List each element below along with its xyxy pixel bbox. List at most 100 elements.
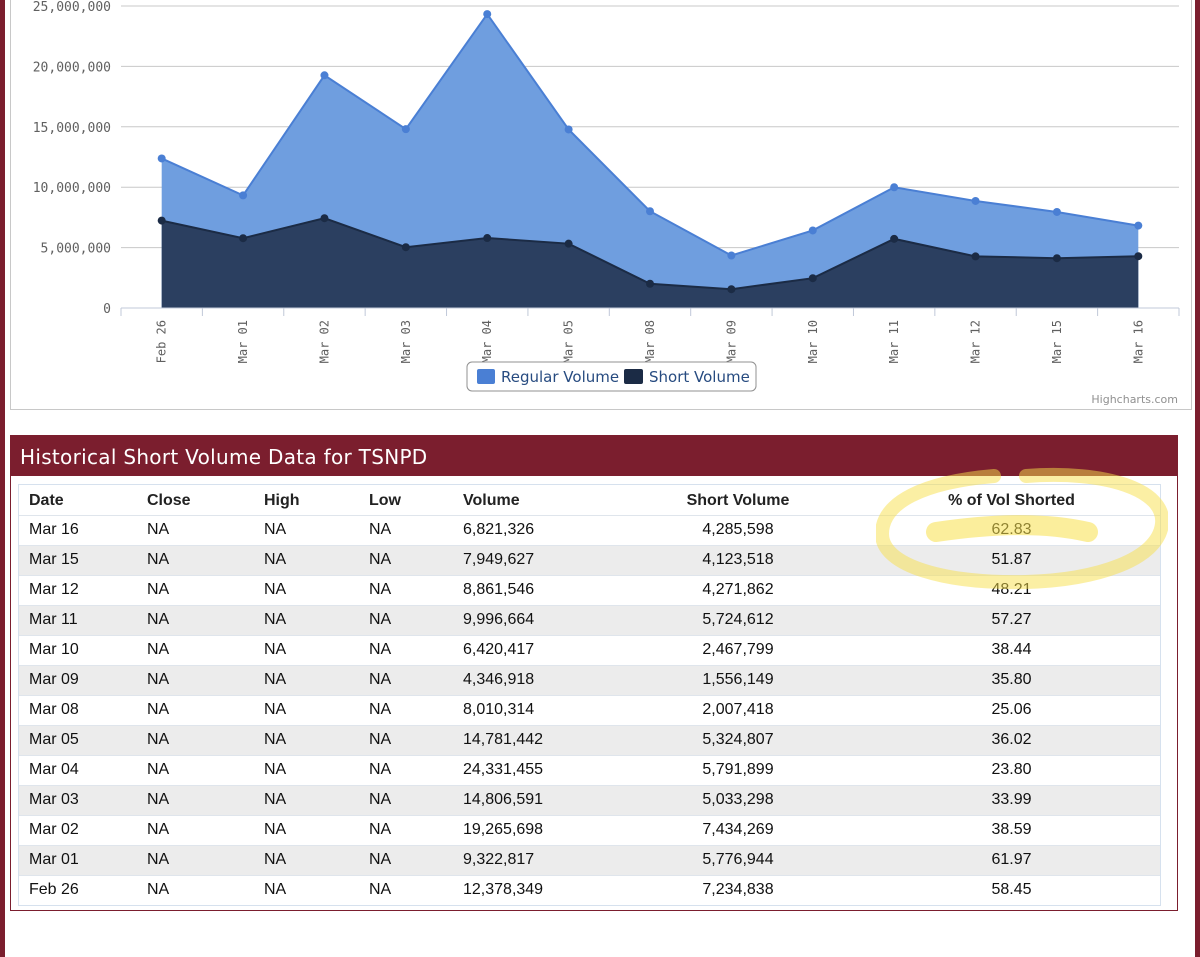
cell-short-volume: 5,776,944 [702, 851, 774, 868]
y-tick-label: 25,000,000 [33, 0, 111, 15]
legend-label-regular[interactable]: Regular Volume [501, 368, 619, 386]
data-point [483, 10, 492, 19]
cell-low: NA [369, 761, 392, 778]
cell-close: NA [147, 611, 170, 628]
x-tick-label: Mar 02 [317, 320, 331, 363]
cell-high: NA [264, 821, 287, 838]
cell-high: NA [264, 761, 287, 778]
header-short-volume[interactable]: Short Volume [686, 491, 790, 509]
cell-short-volume: 2,467,799 [702, 641, 774, 658]
header-close[interactable]: Close [147, 491, 191, 509]
cell-short-volume: 5,324,807 [702, 731, 774, 748]
short-volume-table-wrap: Date Close High Low Volume Short Volume … [18, 484, 1161, 906]
header-high[interactable]: High [264, 491, 300, 509]
table-header-row: Date Close High Low Volume Short Volume … [19, 485, 1160, 515]
x-tick-label: Mar 10 [806, 320, 820, 363]
data-point [239, 191, 248, 200]
x-tick-label: Mar 15 [1050, 320, 1064, 363]
cell-high: NA [264, 581, 287, 598]
data-point [157, 154, 166, 163]
cell-close: NA [147, 551, 170, 568]
data-point [401, 243, 410, 252]
short-volume-table: Date Close High Low Volume Short Volume … [19, 485, 1160, 905]
table-row: Mar 05 NA NA NA 14,781,442 5,324,807 36.02 [19, 725, 1160, 755]
y-tick-label: 0 [103, 302, 111, 317]
x-tick-label: Mar 05 [562, 320, 576, 363]
data-point [727, 285, 736, 294]
legend-label-short[interactable]: Short Volume [649, 368, 750, 386]
cell-close: NA [147, 791, 170, 808]
short-volume-panel: Historical Short Volume Data for TSNPD D… [10, 435, 1178, 911]
cell-volume: 24,331,455 [463, 761, 544, 778]
cell-high: NA [264, 881, 287, 899]
cell-low: NA [369, 551, 392, 568]
x-tick-label: Mar 09 [724, 320, 738, 363]
table-title: Historical Short Volume Data for TSNPD [11, 436, 1177, 476]
cell-short-volume: 7,434,269 [702, 821, 774, 838]
data-point [646, 279, 654, 288]
y-tick-label: 5,000,000 [41, 242, 111, 257]
cell-date: Mar 01 [29, 851, 79, 868]
cell-pct-shorted: 62.83 [991, 521, 1032, 538]
cell-volume: 9,322,817 [463, 851, 535, 868]
legend-box [466, 361, 757, 392]
data-point [1052, 254, 1061, 263]
cell-short-volume: 1,556,149 [702, 671, 774, 688]
cell-pct-shorted: 36.02 [991, 731, 1032, 748]
cell-volume: 19,265,698 [463, 821, 544, 838]
table-row: Mar 03 NA NA NA 14,806,591 5,033,298 33.99 [19, 785, 1160, 815]
cell-low: NA [369, 641, 392, 658]
cell-low: NA [369, 791, 392, 808]
data-point [320, 214, 329, 223]
data-point [890, 234, 899, 243]
cell-pct-shorted: 38.44 [991, 641, 1032, 658]
chart-legend[interactable]: Regular Volume Short Volume [466, 361, 757, 392]
cell-volume: 14,781,442 [463, 731, 544, 748]
table-row: Mar 11 NA NA NA 9,996,664 5,724,612 57.27 [19, 605, 1160, 635]
cell-date: Mar 03 [29, 791, 79, 808]
cell-pct-shorted: 57.27 [991, 611, 1032, 628]
cell-close: NA [147, 581, 170, 598]
cell-close: NA [147, 851, 170, 868]
cell-short-volume: 5,791,899 [702, 761, 774, 778]
cell-pct-shorted: 33.99 [991, 791, 1032, 808]
data-point [320, 71, 329, 80]
table-row: Mar 04 NA NA NA 24,331,455 5,791,899 23.80 [19, 755, 1160, 785]
cell-low: NA [369, 821, 392, 838]
cell-low: NA [369, 581, 392, 598]
cell-low: NA [369, 671, 392, 688]
cell-short-volume: 5,724,612 [702, 611, 774, 628]
header-date[interactable]: Date [29, 491, 64, 509]
cell-high: NA [264, 551, 287, 568]
cell-date: Mar 16 [29, 521, 79, 538]
header-volume[interactable]: Volume [463, 491, 520, 509]
cell-pct-shorted: 35.80 [991, 671, 1032, 688]
x-tick-label: Mar 08 [643, 320, 657, 363]
data-point [727, 251, 736, 260]
data-point [564, 239, 573, 248]
header-pct-shorted[interactable]: % of Vol Shorted [948, 491, 1075, 509]
x-tick-label: Mar 04 [480, 320, 494, 363]
cell-high: NA [264, 851, 287, 868]
y-tick-label: 10,000,000 [33, 181, 111, 196]
cell-date: Mar 11 [29, 611, 78, 628]
x-tick-label: Mar 01 [236, 320, 250, 363]
cell-short-volume: 4,271,862 [702, 581, 774, 598]
y-tick-label: 15,000,000 [33, 121, 111, 136]
highcharts-credit[interactable]: Highcharts.com [1091, 393, 1178, 406]
data-point [808, 226, 817, 235]
header-low[interactable]: Low [369, 491, 401, 509]
cell-pct-shorted: 25.06 [991, 701, 1032, 718]
legend-swatch-short [624, 369, 643, 384]
table-row: Mar 12 NA NA NA 8,861,546 4,271,862 48.21 [19, 575, 1160, 605]
cell-high: NA [264, 641, 287, 658]
data-point [971, 252, 980, 261]
x-tick-label: Mar 12 [969, 320, 983, 363]
data-point [564, 125, 573, 134]
cell-date: Mar 04 [29, 761, 79, 778]
cell-close: NA [147, 641, 170, 658]
cell-date: Mar 12 [29, 581, 79, 598]
cell-short-volume: 4,285,598 [702, 521, 774, 538]
x-tick-label: Mar 11 [887, 320, 901, 363]
cell-pct-shorted: 61.97 [991, 851, 1032, 868]
